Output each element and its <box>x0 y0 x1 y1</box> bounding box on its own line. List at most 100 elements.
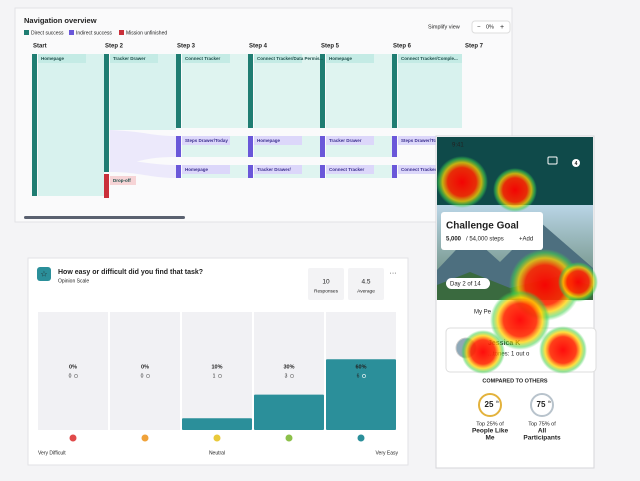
node-chip <box>326 54 374 63</box>
bar <box>254 394 324 430</box>
simplify-label: Simplify view <box>428 24 460 30</box>
step-label: Step 2 <box>105 44 124 50</box>
time: 9:41 <box>452 143 464 149</box>
node-chip <box>326 136 374 145</box>
bar <box>326 359 396 430</box>
opinion-panel: ☆ How easy or difficult did you find tha… <box>27 257 409 466</box>
bar-column <box>182 312 252 430</box>
rank-text: Participants <box>523 435 561 442</box>
badge <box>572 159 580 167</box>
flow <box>110 54 176 130</box>
node-chip <box>110 54 158 63</box>
node-chip <box>254 165 302 174</box>
add-button[interactable]: +Add <box>519 237 533 243</box>
node-bar <box>104 54 109 172</box>
bottom-nav <box>437 455 593 467</box>
node-bar <box>176 136 181 157</box>
node-bar <box>392 54 397 128</box>
stat-box <box>348 268 384 300</box>
node-bar <box>392 165 397 178</box>
count-label: 3 <box>285 373 288 379</box>
flow <box>254 54 320 178</box>
node-label: Tracker Drawer <box>329 138 362 143</box>
node-chip <box>38 54 86 63</box>
scale-icon <box>285 434 293 442</box>
flow <box>38 54 104 196</box>
rank-text: Top 75% of <box>528 421 556 427</box>
chat-icon[interactable] <box>547 156 558 165</box>
scale-icon <box>141 434 149 442</box>
node-label: Connect Tracker <box>329 167 365 172</box>
node-chip <box>326 165 374 174</box>
phone: 9:41 4 Challenge Goal 5,000 / 54,000 ste… <box>435 135 598 469</box>
scale-label: Very Easy <box>375 450 398 456</box>
rank-text: Me <box>485 435 494 442</box>
star-glyph: ☆ <box>40 270 47 279</box>
milestones: ...tones: 1 out o <box>488 352 530 358</box>
scrollbar[interactable] <box>24 216 185 219</box>
count-label: 0 <box>141 373 144 379</box>
navigation-panel: Navigation overview Direct success Indir… <box>14 7 513 223</box>
node-bar <box>320 54 325 128</box>
person-icon <box>74 374 78 378</box>
plus[interactable]: + <box>500 24 504 31</box>
flow <box>182 54 248 178</box>
legend-label: Mission unfinished <box>126 30 167 36</box>
node-bar <box>248 165 253 178</box>
node-bar <box>320 136 325 157</box>
minus[interactable]: − <box>477 25 481 31</box>
node-label: Connect Tracker/Data Permis... <box>257 56 323 61</box>
steps-done: 5,000 <box>446 237 462 243</box>
simplify-control[interactable] <box>471 20 511 34</box>
node-chip <box>254 136 302 145</box>
flow <box>110 160 176 178</box>
rank-suffix: th <box>548 400 551 404</box>
day-pill <box>446 278 490 289</box>
compared-label: COMPARED TO OTHERS <box>482 378 548 384</box>
node-label: Connect Tracker <box>185 56 221 61</box>
person-icon <box>290 374 294 378</box>
step-label: Step 5 <box>321 44 340 50</box>
percent-label: 30% <box>283 364 294 370</box>
step-label: Step 3 <box>177 44 196 50</box>
node-chip <box>182 136 230 145</box>
node-bar <box>176 54 181 128</box>
percent-label: 0% <box>141 364 149 370</box>
tab[interactable]: My Pe <box>474 310 492 316</box>
goal-card <box>441 212 543 250</box>
scale-label: Neutral <box>209 450 225 456</box>
heat-spot <box>558 262 598 302</box>
rank-text: Top 25% of <box>476 421 504 427</box>
stat-value: 10 <box>322 279 330 286</box>
person-icon <box>146 374 150 378</box>
node-bar <box>248 136 253 157</box>
node-label: Tracker Drawer <box>113 56 146 61</box>
node-bar <box>248 54 253 128</box>
legend-swatch <box>24 30 29 35</box>
percent-label: 10% <box>211 364 222 370</box>
node-chip <box>398 165 446 174</box>
heat-spot <box>490 290 550 350</box>
heatmap <box>436 156 598 374</box>
rank-text: People Like <box>472 428 509 435</box>
node-bar <box>320 165 325 178</box>
percent-label: 60% <box>355 364 366 370</box>
node-label: Tracker Drawer/ <box>257 167 292 172</box>
rank-badge <box>478 393 502 417</box>
heat-spot <box>461 330 505 374</box>
heat-spot <box>539 326 587 374</box>
more-menu[interactable]: ··· <box>390 270 397 277</box>
goal-title: Challenge Goal <box>446 221 519 232</box>
rank-badge <box>530 393 554 417</box>
legend-label: Direct success <box>31 30 64 36</box>
node-label: Homepage <box>329 56 353 61</box>
bar <box>182 418 252 430</box>
count-label: 1 <box>213 373 216 379</box>
count-label: 6 <box>357 373 360 379</box>
rank-text: All <box>538 428 547 435</box>
heat-spot <box>493 168 537 212</box>
question-subtitle: Opinion Scale <box>58 278 89 284</box>
flow <box>398 54 462 128</box>
node-label: Homepage <box>257 138 281 143</box>
